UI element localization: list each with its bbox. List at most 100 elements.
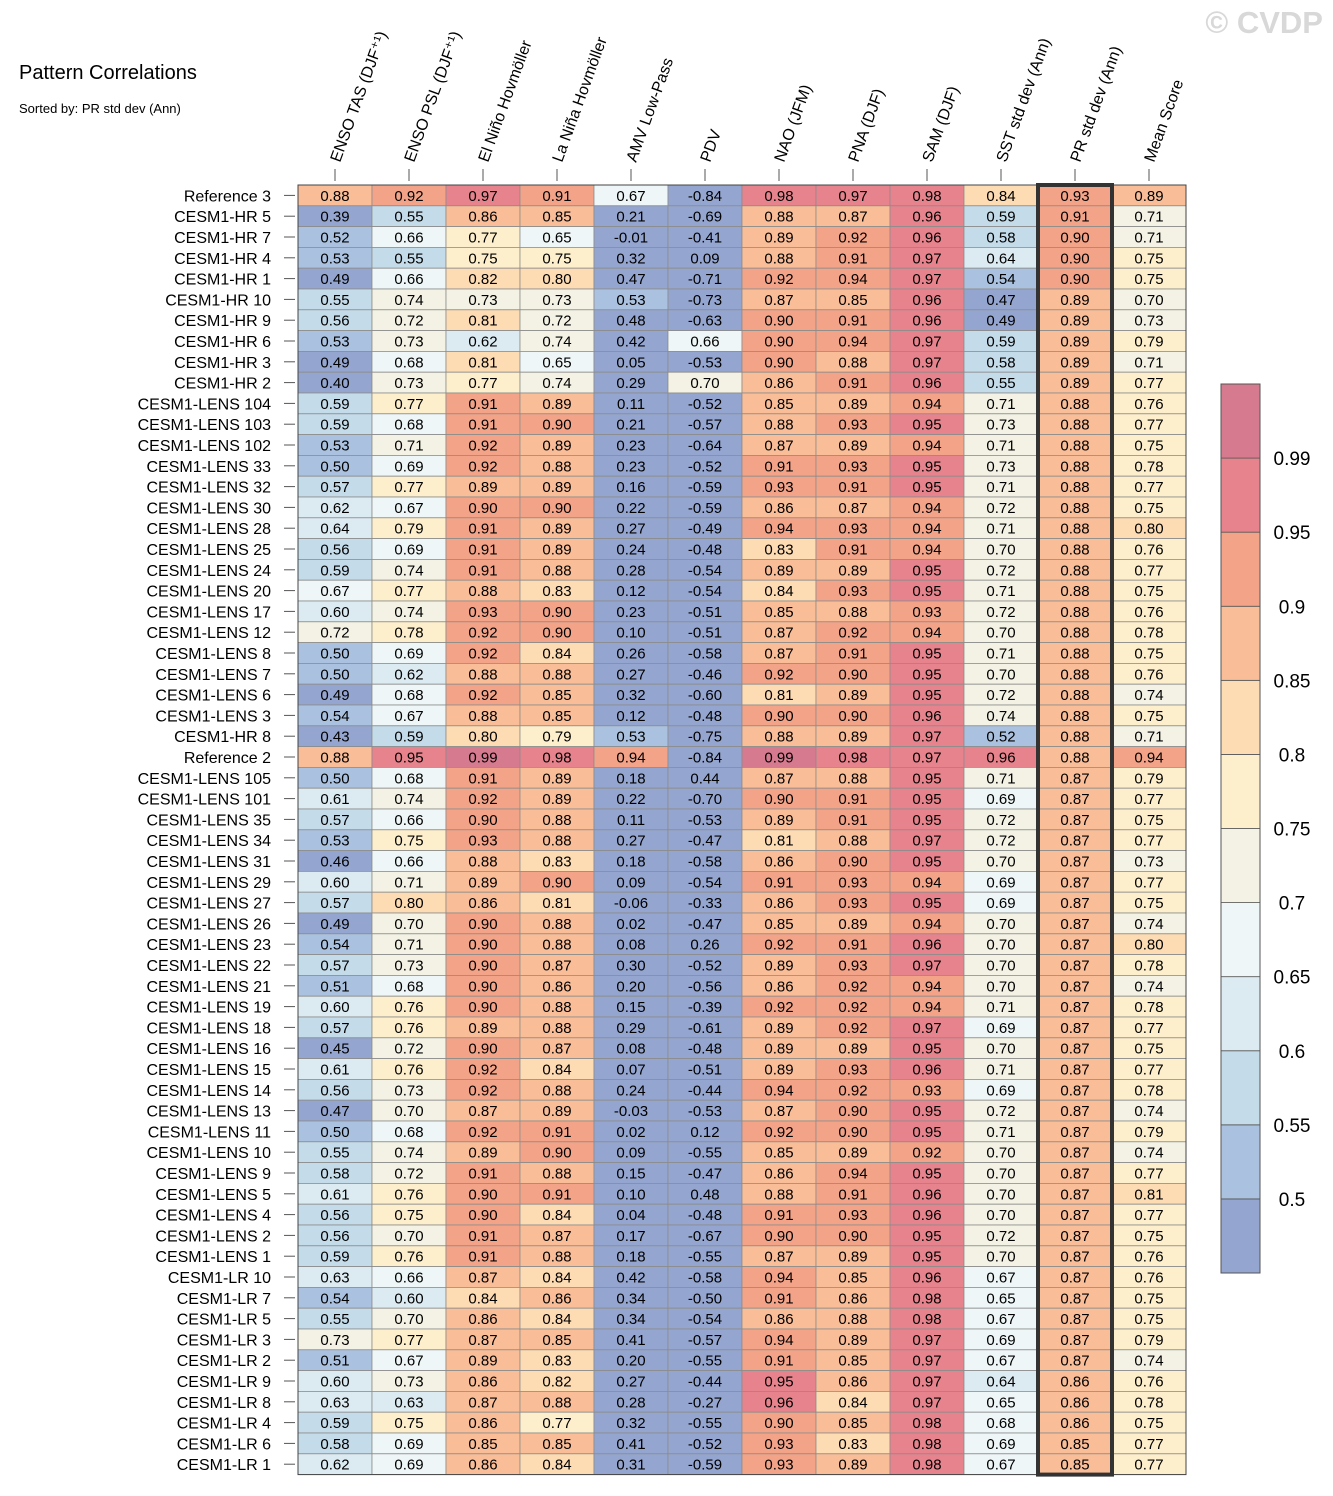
cell-value: -0.39	[688, 999, 722, 1016]
cell-value: 0.88	[764, 209, 793, 226]
cell-value: 0.94	[764, 1082, 793, 1099]
row-label: Reference 3	[184, 188, 271, 205]
cell-value: 0.95	[764, 1374, 793, 1391]
cell-value: 0.96	[912, 1270, 941, 1287]
cell-value: 0.67	[986, 1311, 1015, 1328]
cell-value: 0.87	[542, 958, 571, 975]
cell-value: 0.79	[1134, 1124, 1163, 1141]
cell-value: 0.69	[986, 1082, 1015, 1099]
cell-value: 0.92	[468, 791, 497, 808]
cell-value: -0.55	[688, 1353, 722, 1370]
cell-value: 0.85	[764, 1145, 793, 1162]
cell-value: 0.22	[616, 500, 645, 517]
cell-value: 0.91	[468, 562, 497, 579]
cell-value: 0.98	[542, 750, 571, 767]
cell-value: 0.15	[616, 1166, 645, 1183]
heatmap-cell-values: 0.88 0.92 0.97 0.91 0.67 -0.84 0.98 0.97 0.98 0.8…	[320, 188, 1163, 1474]
cell-value: 0.96	[912, 937, 941, 954]
cell-value: 0.88	[1060, 562, 1089, 579]
cell-value: 0.55	[394, 250, 423, 267]
cell-value: 0.44	[690, 770, 719, 787]
cell-value: 0.84	[468, 1290, 497, 1307]
chart-title: Pattern Correlations	[19, 62, 197, 84]
cell-value: 0.93	[838, 895, 867, 912]
cell-value: 0.54	[320, 937, 349, 954]
cell-value: 0.07	[616, 1062, 645, 1079]
cell-value: 0.77	[394, 1332, 423, 1349]
cell-value: 0.69	[986, 1020, 1015, 1037]
cell-value: 0.70	[394, 1103, 423, 1120]
cell-value: 0.91	[542, 1124, 571, 1141]
cell-value: 0.86	[542, 1290, 571, 1307]
row-label: CESM1-HR 4	[174, 251, 271, 268]
cell-value: 0.90	[764, 334, 793, 351]
cell-value: 0.58	[320, 1436, 349, 1453]
cell-value: 0.91	[468, 1228, 497, 1245]
cell-value: 0.74	[1134, 1353, 1163, 1370]
cell-value: 0.57	[320, 812, 349, 829]
cell-value: 0.95	[912, 1166, 941, 1183]
cell-value: 0.09	[616, 874, 645, 891]
cell-value: 0.88	[1060, 479, 1089, 496]
cell-value: 0.21	[616, 209, 645, 226]
cell-value: 0.58	[320, 1166, 349, 1183]
cell-value: -0.59	[688, 1457, 722, 1474]
cell-value: 0.76	[1134, 1249, 1163, 1266]
cell-value: 0.95	[912, 666, 941, 683]
cell-value: 0.93	[912, 604, 941, 621]
cell-value: 0.60	[320, 874, 349, 891]
cell-value: 0.68	[394, 417, 423, 434]
cell-value: 0.79	[1134, 334, 1163, 351]
cell-value: 0.90	[468, 958, 497, 975]
row-label: Reference 2	[184, 750, 271, 767]
cell-value: 0.77	[1134, 791, 1163, 808]
cell-value: 0.55	[320, 292, 349, 309]
cell-value: 0.73	[394, 1082, 423, 1099]
colorbar-bin	[1220, 902, 1261, 978]
cell-value: 0.70	[986, 1186, 1015, 1203]
cell-value: 0.90	[838, 1103, 867, 1120]
cell-value: 0.88	[468, 854, 497, 871]
cell-value: 0.71	[986, 521, 1015, 538]
cell-value: 0.76	[394, 999, 423, 1016]
cell-value: 0.57	[320, 479, 349, 496]
cell-value: 0.65	[986, 1394, 1015, 1411]
cell-value: 0.75	[1134, 438, 1163, 455]
cell-value: 0.74	[542, 375, 571, 392]
cell-value: 0.89	[838, 562, 867, 579]
cell-value: 0.89	[838, 1332, 867, 1349]
row-label: CESM1-LR 1	[177, 1457, 271, 1474]
cell-value: 0.74	[1134, 978, 1163, 995]
cell-value: 0.78	[1134, 999, 1163, 1016]
cell-value: 0.82	[542, 1374, 571, 1391]
row-label: CESM1-LR 5	[177, 1312, 271, 1329]
cell-value: -0.53	[688, 354, 722, 371]
cell-value: 0.96	[912, 230, 941, 247]
cell-value: -0.50	[688, 1290, 722, 1307]
cell-value: 0.96	[912, 313, 941, 330]
cell-value: 0.94	[912, 521, 941, 538]
cell-value: 0.87	[1060, 1041, 1089, 1058]
cell-value: 0.78	[394, 625, 423, 642]
row-label: CESM1-LR 9	[177, 1374, 271, 1391]
cell-value: 0.89	[542, 479, 571, 496]
cell-value: 0.81	[542, 895, 571, 912]
cell-value: 0.89	[764, 562, 793, 579]
cell-value: 0.67	[320, 583, 349, 600]
cell-value: -0.52	[688, 396, 722, 413]
cell-value: 0.89	[764, 1020, 793, 1037]
cell-value: 0.24	[616, 1082, 645, 1099]
cell-value: -0.64	[688, 438, 722, 455]
cell-value: 0.87	[1060, 937, 1089, 954]
cell-value: 0.95	[912, 458, 941, 475]
column-label: ENSO PSL (DJF⁺¹)	[402, 29, 465, 164]
cell-value: 0.91	[468, 1166, 497, 1183]
cell-value: 0.87	[542, 1228, 571, 1245]
cell-value: 0.97	[912, 729, 941, 746]
cell-value: 0.89	[468, 1020, 497, 1037]
cell-value: 0.42	[616, 1270, 645, 1287]
cell-value: 0.59	[320, 396, 349, 413]
colorbar-tick-label: 0.7	[1279, 894, 1305, 915]
cell-value: -0.27	[688, 1394, 722, 1411]
cell-value: 0.59	[986, 209, 1015, 226]
